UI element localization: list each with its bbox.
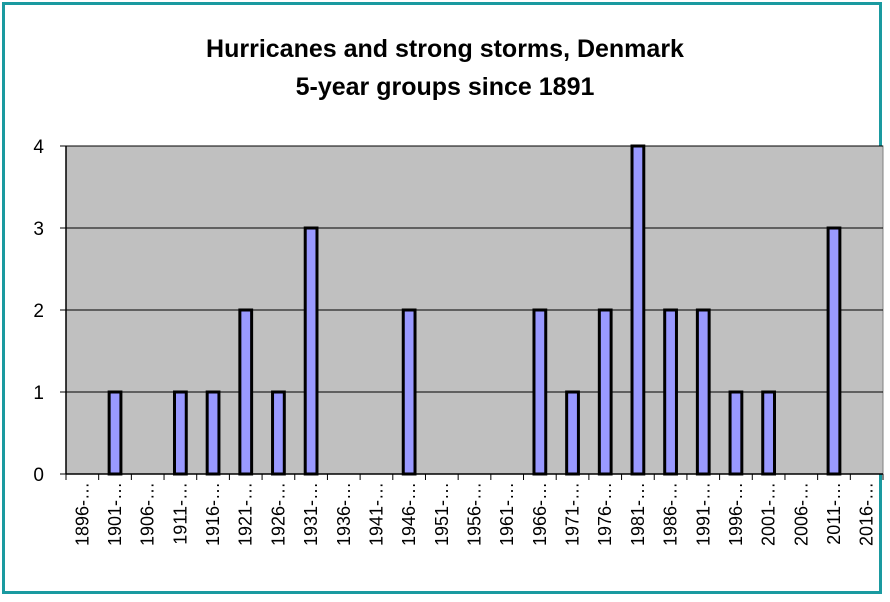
bar: [238, 308, 254, 476]
bar: [695, 308, 711, 476]
x-tick-label: 1996-…: [726, 482, 746, 546]
y-tick-label: 0: [33, 465, 44, 486]
x-tick-label: 1941-…: [366, 482, 386, 546]
x-tick-label: 1976-…: [595, 482, 615, 546]
bar: [401, 308, 417, 476]
bar: [532, 308, 548, 476]
bar: [728, 390, 744, 476]
bar: [630, 144, 646, 476]
chart-subtitle: 5-year groups since 1891: [295, 73, 595, 101]
bar: [205, 390, 221, 476]
bar: [565, 390, 580, 476]
y-tick-label: 3: [33, 219, 44, 240]
bar: [172, 390, 188, 476]
x-tick-label: 1946-…: [399, 482, 419, 546]
bar: [303, 226, 319, 476]
x-tick-label: 2001-…: [759, 482, 779, 546]
x-tick-label: 1896-…: [72, 482, 92, 546]
x-tick-label: 1911-…: [170, 482, 190, 545]
x-tick-label: 1981-…: [628, 482, 648, 546]
x-tick-label: 1916-…: [203, 482, 223, 546]
y-tick-label: 1: [33, 383, 44, 404]
x-tick-label: 1956-…: [465, 482, 485, 546]
x-tick-label: 1926-…: [268, 482, 288, 546]
x-tick-label: 1921-…: [236, 482, 256, 546]
x-tick-label: 1936-…: [334, 482, 354, 546]
y-tick-label: 4: [33, 137, 44, 158]
x-tick-label: 1901-…: [105, 482, 125, 546]
x-tick-label: 1966-…: [530, 482, 550, 546]
x-tick-label: 1906-…: [138, 482, 158, 546]
x-tick-label: 1931-…: [301, 482, 321, 546]
bar: [761, 390, 777, 476]
x-tick-label: 1951-…: [432, 482, 452, 546]
x-tick-label: 2011-…: [824, 482, 844, 545]
x-tick-label: 2016-…: [857, 482, 877, 546]
bar: [663, 308, 678, 476]
y-tick-label: 2: [33, 301, 44, 322]
x-tick-label: 2006-…: [791, 482, 811, 546]
chart-title: Hurricanes and strong storms, Denmark: [206, 35, 684, 63]
x-tick-label: 1971-…: [563, 482, 583, 546]
bar: [826, 226, 842, 476]
bar: [107, 390, 123, 476]
x-tick-label: 1961-…: [497, 482, 517, 546]
bar: [597, 308, 613, 476]
x-tick-label: 1986-…: [661, 482, 681, 546]
bar: [271, 390, 286, 476]
x-tick-label: 1991-…: [693, 482, 713, 546]
